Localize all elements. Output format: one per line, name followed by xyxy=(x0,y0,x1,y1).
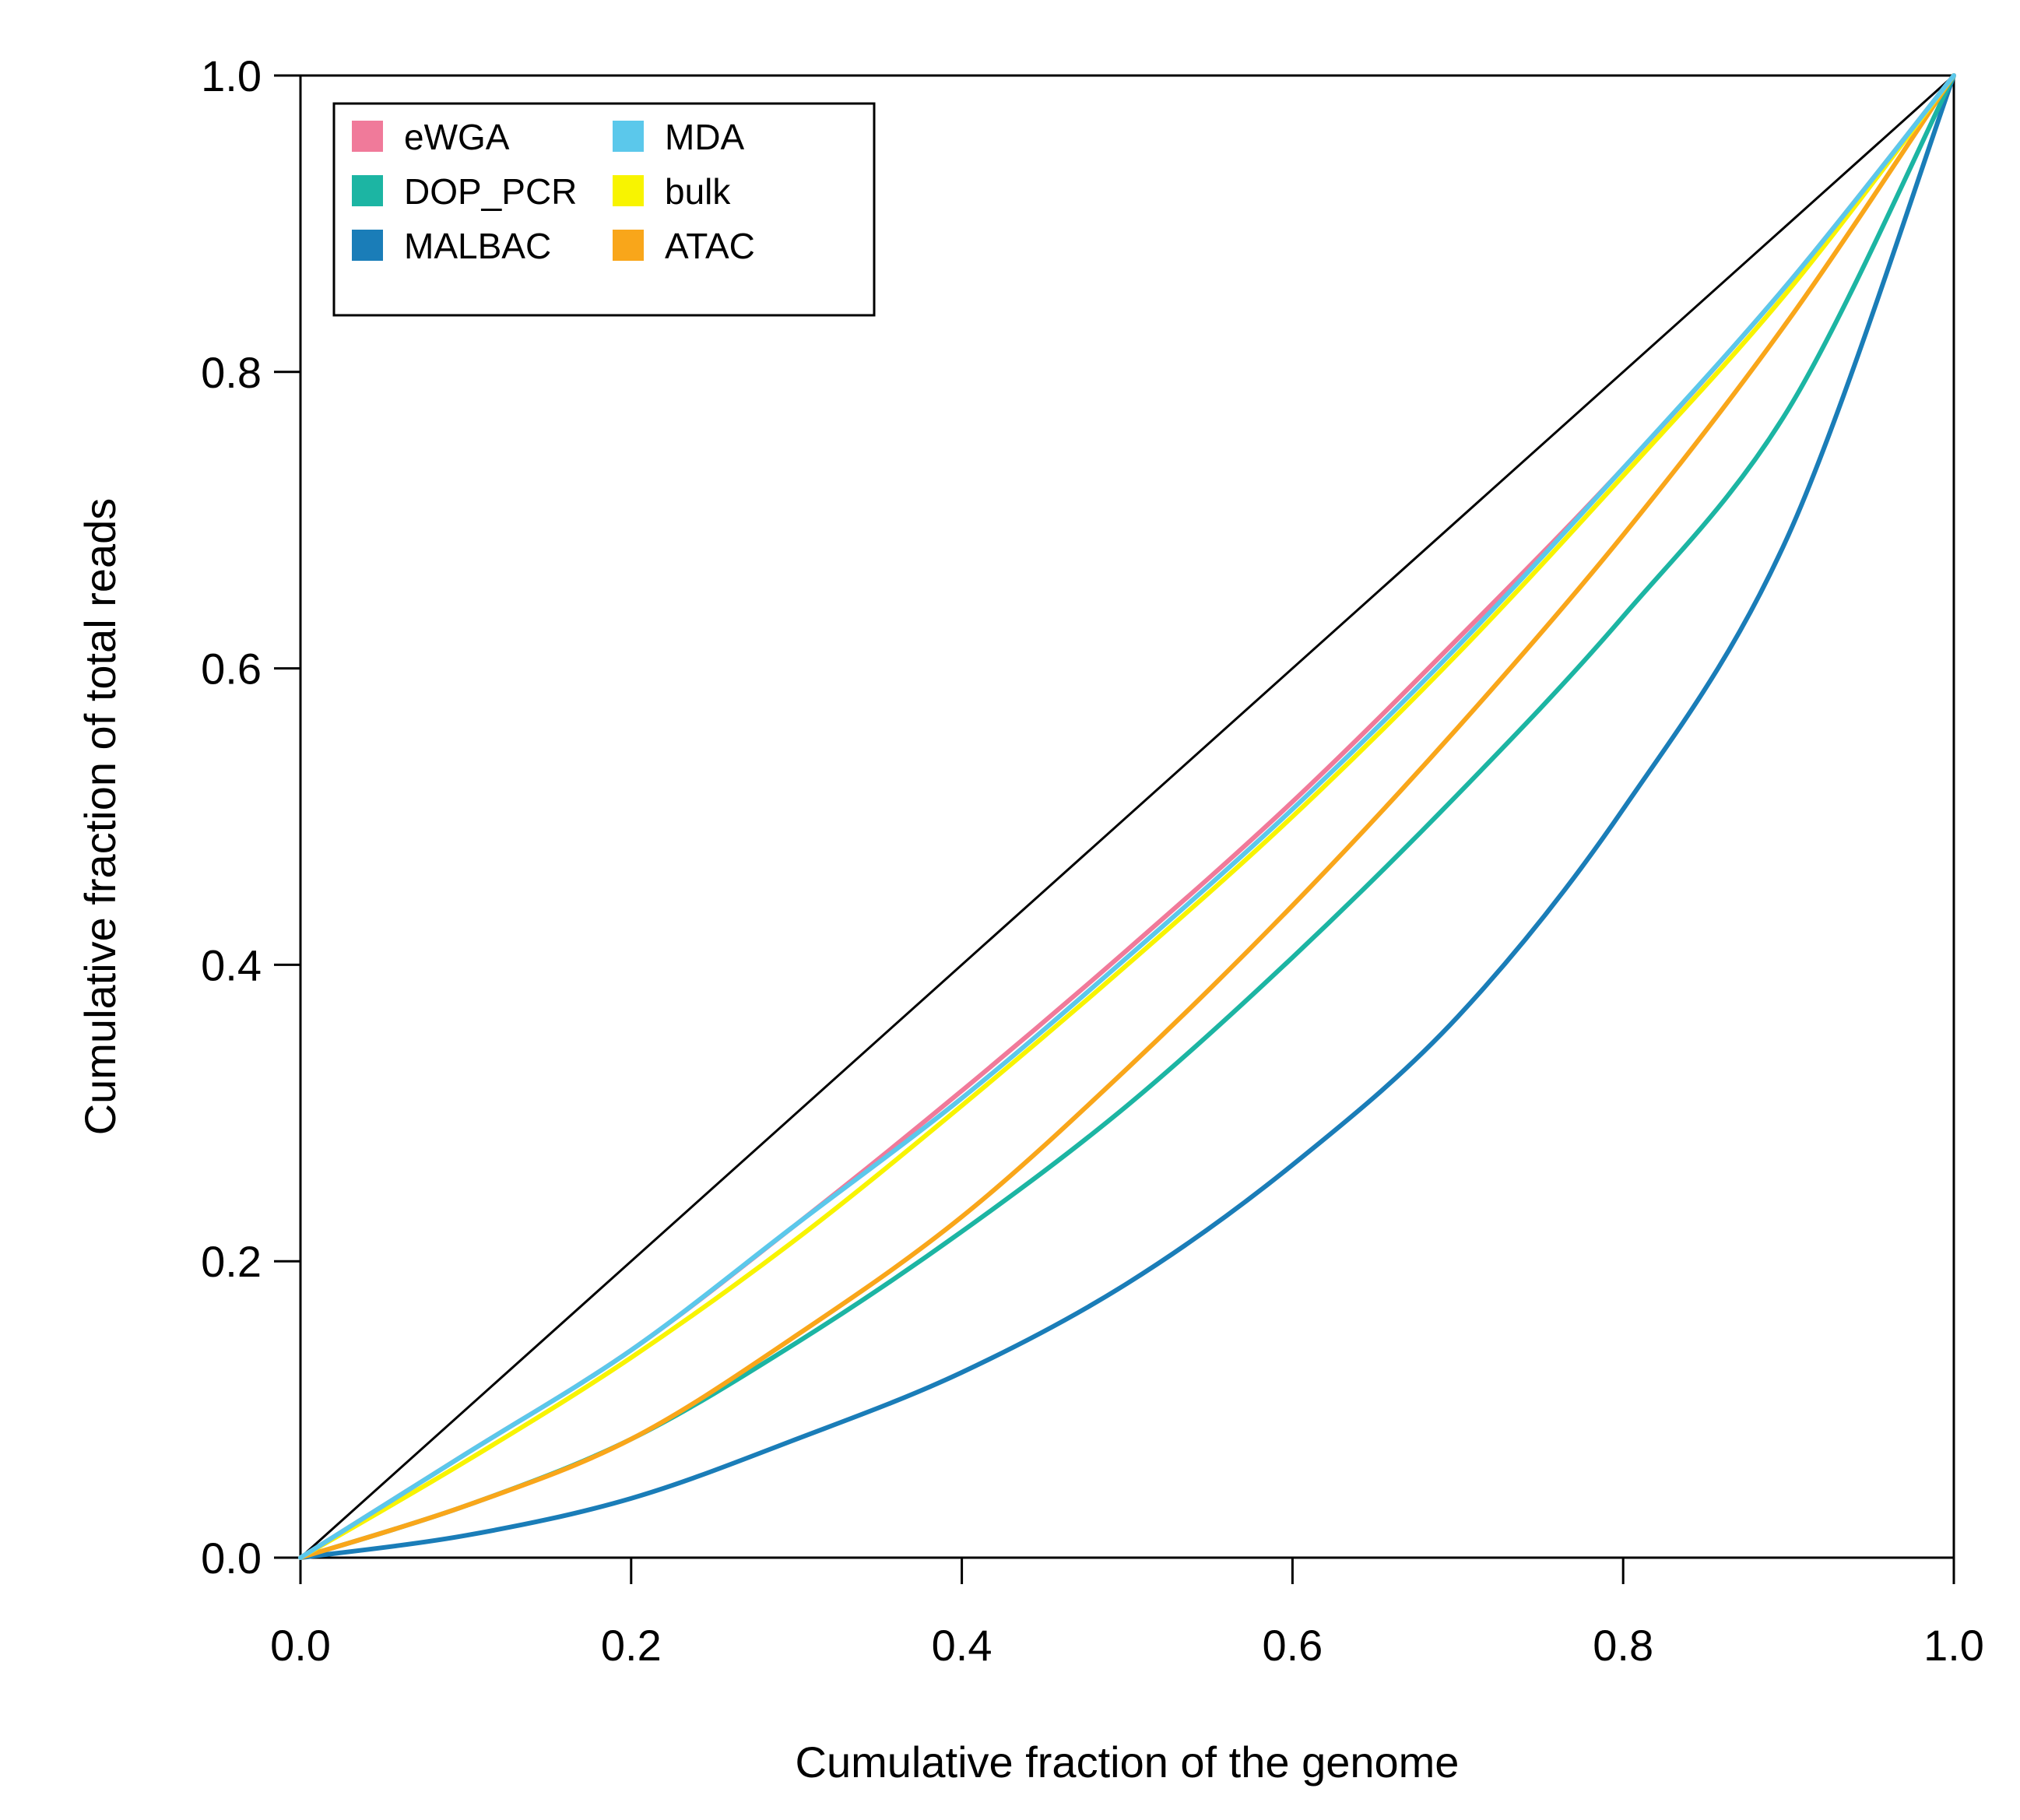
legend-label: DOP_PCR xyxy=(404,171,577,212)
plot-frame xyxy=(299,74,1955,1559)
legend: eWGA DOP_PCR MALBAC MDA bulk ATAC xyxy=(332,102,876,317)
series-lines xyxy=(298,73,1956,1560)
series-line-bulk xyxy=(298,73,1956,1560)
diagonal-reference-line xyxy=(299,74,1955,1559)
plot-area xyxy=(299,74,1955,1559)
y-tick-label: 1.0 xyxy=(201,51,262,100)
y-tick-label: 0.4 xyxy=(201,940,262,989)
series-line-atac xyxy=(298,73,1956,1560)
y-tick-label: 0.8 xyxy=(201,348,262,397)
legend-swatch xyxy=(352,175,383,206)
x-tick-label: 0.2 xyxy=(601,1621,662,1670)
x-axis-title: Cumulative fraction of the genome xyxy=(796,1737,1460,1787)
y-axis: 0.0 0.2 0.4 0.6 0.8 1.0 xyxy=(201,51,300,1583)
legend-swatch xyxy=(352,121,383,152)
legend-swatch xyxy=(352,230,383,261)
y-axis-title: Cumulative fraction of total reads xyxy=(76,498,125,1136)
legend-label: bulk xyxy=(665,171,731,212)
series-line-mda xyxy=(298,73,1956,1560)
y-tick-label: 0.2 xyxy=(201,1237,262,1286)
legend-label: eWGA xyxy=(404,117,510,157)
y-tick-label: 0.6 xyxy=(201,645,262,694)
x-tick-label: 1.0 xyxy=(1923,1621,1984,1670)
y-tick-label: 0.0 xyxy=(201,1534,262,1583)
legend-swatch xyxy=(613,230,644,261)
x-tick-label: 0.8 xyxy=(1593,1621,1653,1670)
series-line-malbac xyxy=(298,73,1956,1560)
legend-label: ATAC xyxy=(665,226,755,266)
legend-label: MDA xyxy=(665,117,745,157)
legend-label: MALBAC xyxy=(404,226,551,266)
legend-swatch xyxy=(613,175,644,206)
legend-box xyxy=(332,102,876,317)
x-tick-label: 0.6 xyxy=(1262,1621,1323,1670)
legend-swatch xyxy=(613,121,644,152)
x-tick-label: 0.0 xyxy=(270,1621,331,1670)
x-axis: 0.0 0.2 0.4 0.6 0.8 1.0 xyxy=(270,1558,1984,1670)
x-tick-label: 0.4 xyxy=(932,1621,992,1670)
